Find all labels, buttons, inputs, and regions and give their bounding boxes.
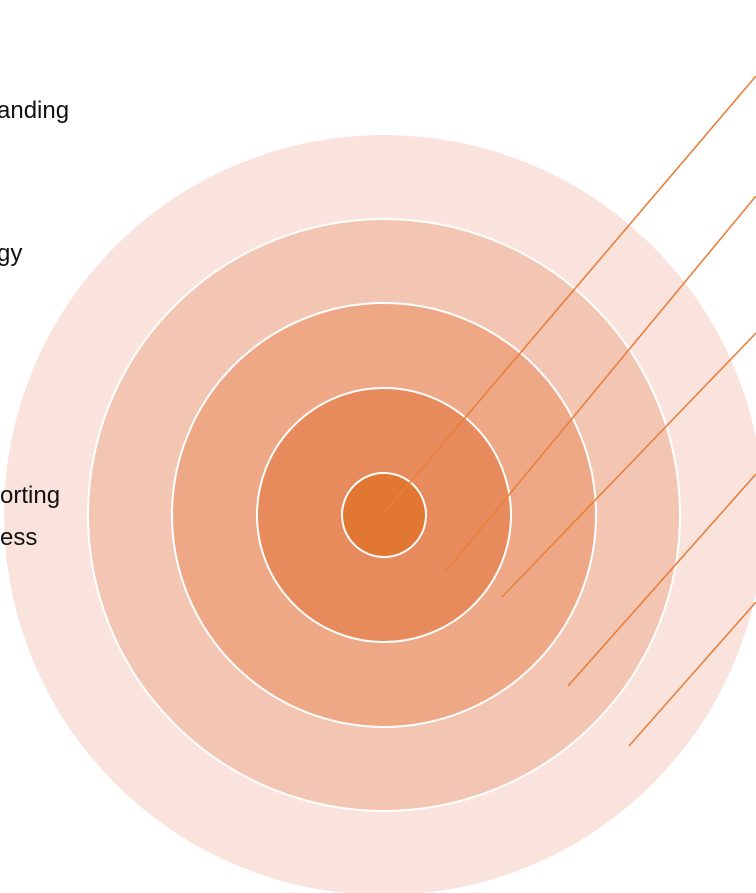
leader-line-2 [445,195,756,572]
center-core [341,472,427,558]
label-third-line-2: ess [0,524,38,551]
label-third-line-1: orting [0,482,61,509]
leader-line-1 [383,75,756,514]
label-second: gy [0,240,23,267]
leader-line-3 [501,332,756,598]
leader-line-5 [628,601,756,747]
label-top: anding [0,97,70,124]
leader-line-4 [567,473,756,687]
